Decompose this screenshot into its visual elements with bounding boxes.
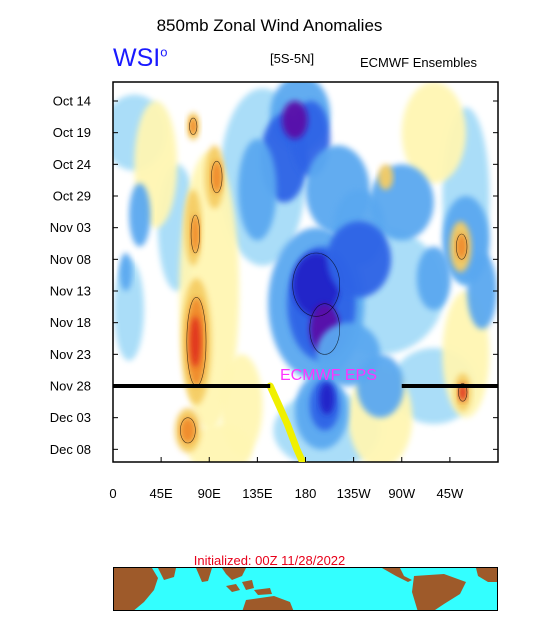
reference-map [113, 567, 498, 611]
y-tick-label: Oct 24 [53, 157, 91, 172]
x-tick-label: 90E [198, 486, 221, 501]
land-south-america [412, 574, 466, 610]
contour-line [292, 252, 341, 317]
forecast-track [266, 382, 307, 462]
anomaly-blob [180, 417, 196, 444]
y-tick-label: Dec 08 [50, 442, 91, 457]
anomaly-blob [401, 82, 466, 184]
land-west-africa [476, 568, 497, 582]
anomaly-blob [211, 161, 223, 193]
y-tick-label: Oct 14 [53, 94, 91, 109]
y-tick-label: Nov 18 [50, 315, 91, 330]
anomaly-blob [191, 215, 200, 253]
contour-line [458, 383, 468, 402]
initialized-label: Initialized: 00Z 11/28/2022 [193, 553, 346, 568]
anomaly-blob [416, 246, 451, 310]
y-tick-label: Nov 28 [50, 379, 91, 394]
land-indonesia [226, 580, 272, 595]
logo-text: WSI [113, 44, 161, 72]
contour-line [189, 117, 198, 135]
land-central-america [382, 568, 412, 582]
anomaly-blob [378, 164, 394, 190]
contour-line [211, 160, 223, 194]
land-australia [242, 596, 294, 610]
contour-line [455, 233, 468, 260]
model-label: ECMWF Ensembles [360, 55, 478, 70]
y-tick-label: Dec 03 [50, 410, 91, 425]
anomaly-blob [356, 354, 404, 418]
latitude-band-label: [5S-5N] [270, 51, 315, 66]
chart-title: 850mb Zonal Wind Anomalies [156, 16, 383, 35]
anomaly-blob [238, 139, 277, 241]
ecmwf-eps-annotation: ECMWF EPS [280, 367, 377, 384]
x-tick-label: 90W [388, 486, 415, 501]
x-tick-label: 180 [295, 486, 317, 501]
y-tick-label: Nov 23 [50, 347, 91, 362]
x-tick-label: 45E [150, 486, 173, 501]
mjo-track-line [266, 382, 307, 462]
y-axis: Oct 14 Oct 19 Oct 24 Oct 29 Nov 03 Nov 08 Nov … [50, 94, 498, 457]
anomaly-blob [281, 101, 308, 139]
world-map [114, 568, 497, 610]
anomaly-blob [129, 183, 151, 247]
anomaly-blob [326, 221, 392, 298]
contour-line [309, 303, 341, 355]
anomaly-blob [466, 253, 497, 329]
anomaly-blob [319, 382, 335, 415]
x-tick-label: 135E [242, 486, 273, 501]
x-axis: 0 45E 90E 135E 180 135W 90W 45W [109, 457, 464, 501]
land-southeast-asia [222, 568, 246, 580]
anomaly-blob [190, 316, 201, 367]
anomaly-blob [456, 234, 467, 260]
y-tick-label: Oct 29 [53, 189, 91, 204]
x-tick-label: 0 [109, 486, 116, 501]
anomaly-contours [180, 117, 468, 444]
y-tick-label: Nov 13 [50, 284, 91, 299]
y-tick-label: Nov 03 [50, 220, 91, 235]
contour-line [190, 214, 200, 254]
anomaly-field [113, 82, 497, 462]
anomaly-blob [189, 118, 197, 135]
x-tick-label: 135W [337, 486, 372, 501]
anomaly-blob [119, 253, 133, 291]
land-arabia [158, 568, 176, 580]
land-india [196, 568, 212, 582]
logo-mark: o [160, 44, 168, 60]
y-tick-label: Nov 08 [50, 252, 91, 267]
y-tick-label: Oct 19 [53, 125, 91, 140]
wsi-logo: WSIo [113, 44, 167, 73]
land-africa [114, 568, 158, 610]
contour-line [180, 417, 196, 444]
anomaly-blob [187, 424, 253, 462]
x-tick-label: 45W [437, 486, 464, 501]
hovmoller-chart: ECMWF EPS Oct 14 Oct 19 Oct 24 Oct 29 Nov 03… [50, 81, 499, 501]
